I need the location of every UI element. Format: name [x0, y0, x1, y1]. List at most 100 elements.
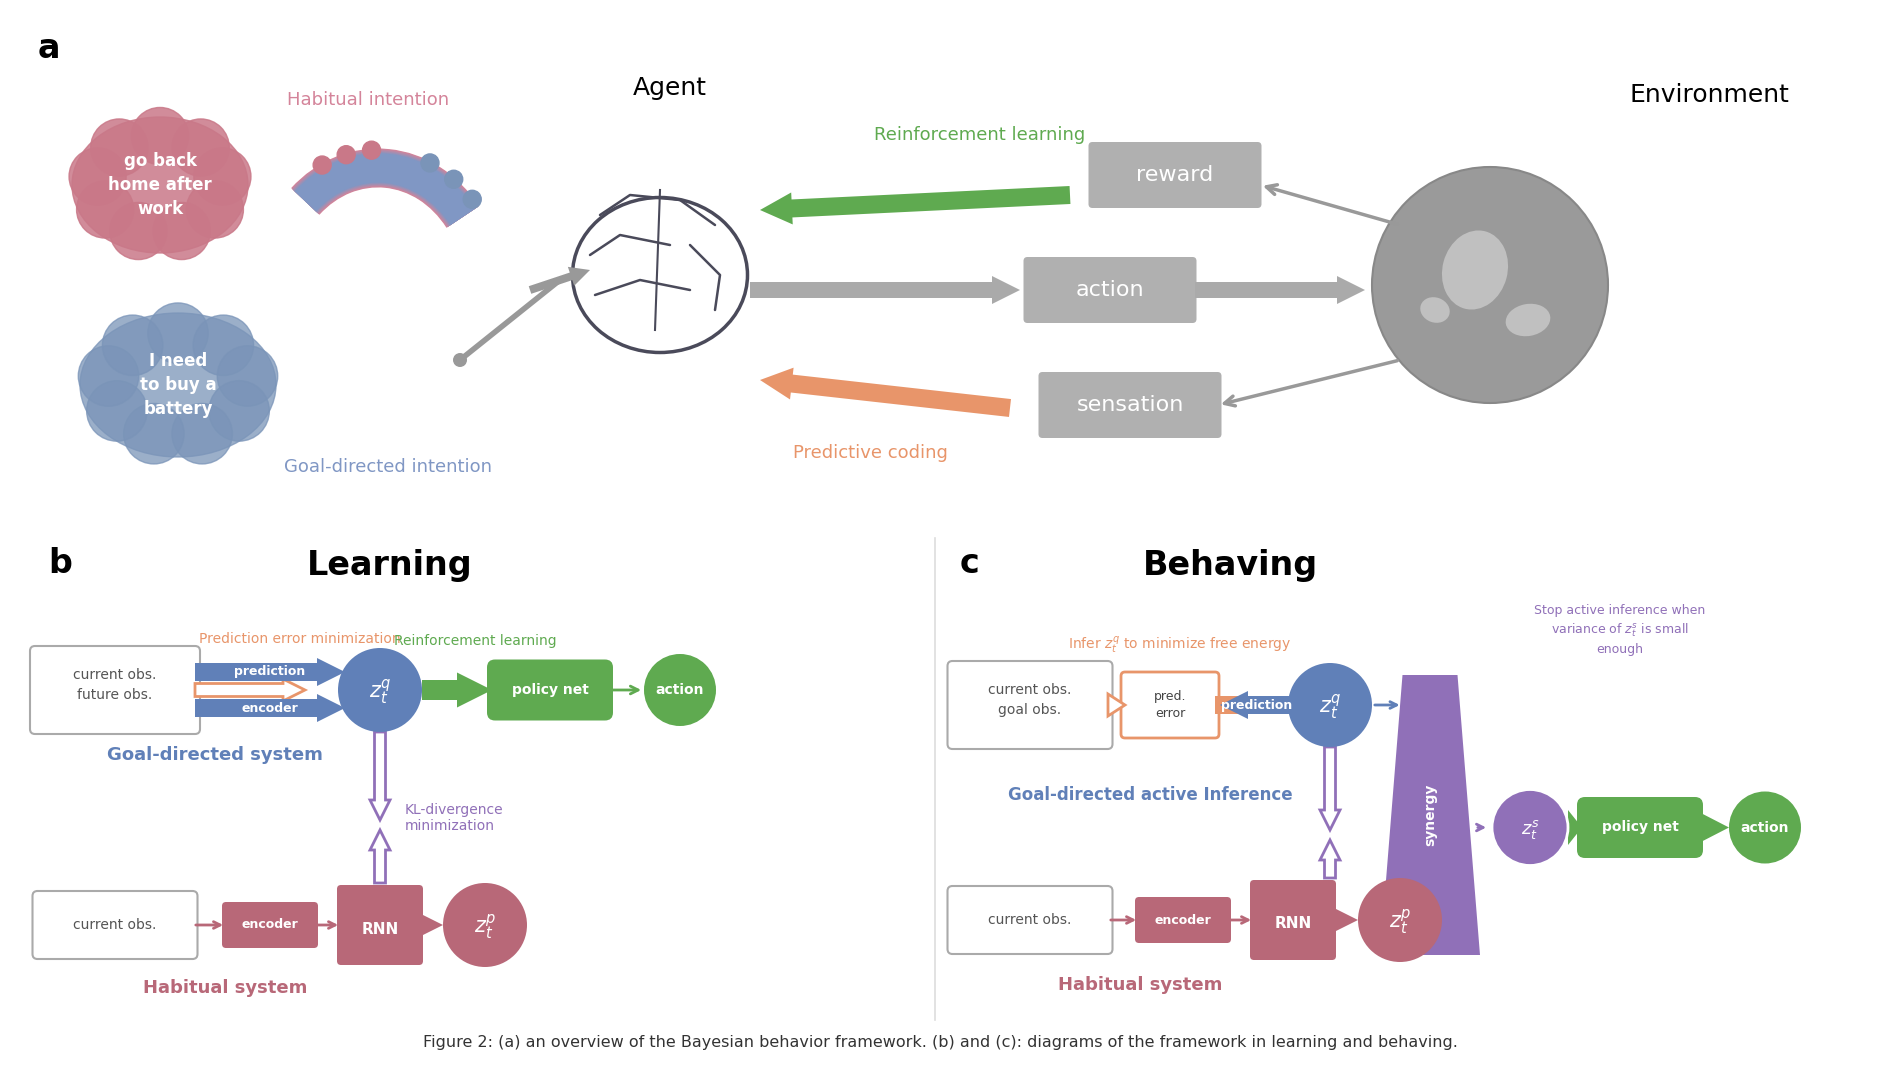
Text: reward: reward	[1136, 165, 1214, 185]
Text: current obs.: current obs.	[73, 918, 156, 932]
FancyBboxPatch shape	[32, 891, 197, 959]
Polygon shape	[760, 368, 1011, 417]
Circle shape	[446, 170, 462, 188]
FancyBboxPatch shape	[1023, 257, 1196, 323]
Polygon shape	[528, 266, 590, 294]
Polygon shape	[421, 673, 493, 707]
Circle shape	[90, 119, 149, 177]
Text: Predictive coding: Predictive coding	[793, 444, 948, 462]
FancyBboxPatch shape	[1120, 672, 1218, 738]
Text: Prediction error minimization: Prediction error minimization	[199, 632, 400, 646]
Circle shape	[314, 156, 331, 174]
Circle shape	[79, 346, 139, 407]
Text: current obs.
future obs.: current obs. future obs.	[73, 669, 156, 702]
Circle shape	[70, 148, 126, 205]
Text: Infer $z_t^q$ to minimize free energy: Infer $z_t^q$ to minimize free energy	[1068, 636, 1292, 656]
Polygon shape	[1696, 810, 1730, 845]
Text: current obs.
goal obs.: current obs. goal obs.	[989, 684, 1072, 717]
Circle shape	[645, 654, 716, 727]
Text: current obs.: current obs.	[989, 913, 1072, 927]
Circle shape	[152, 202, 211, 260]
Text: Goal-directed system: Goal-directed system	[107, 746, 323, 764]
Polygon shape	[196, 694, 346, 722]
Polygon shape	[196, 679, 305, 701]
Text: Environment: Environment	[1630, 83, 1790, 107]
FancyBboxPatch shape	[948, 661, 1113, 749]
Text: $z_t^q$: $z_t^q$	[1318, 692, 1340, 722]
Polygon shape	[1320, 747, 1340, 830]
Polygon shape	[760, 186, 1070, 225]
Polygon shape	[1568, 810, 1581, 845]
Ellipse shape	[573, 198, 748, 352]
Text: action: action	[656, 683, 705, 697]
Ellipse shape	[1419, 297, 1449, 323]
Circle shape	[1372, 167, 1607, 403]
FancyBboxPatch shape	[222, 902, 318, 948]
Polygon shape	[1320, 840, 1340, 878]
Polygon shape	[419, 914, 444, 936]
Text: Reinforcement learning: Reinforcement learning	[874, 126, 1085, 144]
Text: Goal-directed intention: Goal-directed intention	[284, 458, 493, 476]
FancyBboxPatch shape	[948, 886, 1113, 954]
Text: RNN: RNN	[1275, 917, 1312, 932]
Text: $z_t^p$: $z_t^p$	[1389, 907, 1412, 936]
Circle shape	[1493, 790, 1568, 866]
Circle shape	[338, 648, 421, 732]
Polygon shape	[1333, 910, 1357, 931]
Circle shape	[86, 381, 147, 441]
Text: Stop active inference when
variance of $z_t^s$ is small
enough: Stop active inference when variance of $…	[1534, 603, 1705, 656]
Ellipse shape	[1506, 304, 1551, 336]
Circle shape	[109, 202, 167, 260]
Polygon shape	[196, 658, 346, 686]
Text: Reinforcement learning: Reinforcement learning	[393, 635, 556, 648]
Text: action: action	[1075, 280, 1145, 300]
FancyBboxPatch shape	[1250, 880, 1337, 960]
Ellipse shape	[1442, 230, 1508, 309]
Text: RNN: RNN	[361, 921, 399, 936]
Text: policy net: policy net	[1602, 821, 1679, 835]
Text: action: action	[1741, 821, 1790, 835]
Polygon shape	[1214, 689, 1325, 721]
Text: Behaving: Behaving	[1143, 549, 1318, 582]
Polygon shape	[370, 830, 389, 883]
Circle shape	[194, 315, 254, 376]
Ellipse shape	[71, 117, 248, 253]
Circle shape	[186, 181, 243, 238]
FancyBboxPatch shape	[487, 659, 613, 720]
Polygon shape	[1107, 694, 1124, 716]
Text: prediction: prediction	[235, 666, 306, 678]
Text: $z_t^s$: $z_t^s$	[1521, 817, 1540, 841]
Text: encoder: encoder	[243, 702, 299, 715]
Text: Habitual system: Habitual system	[1058, 976, 1222, 994]
Text: policy net: policy net	[511, 683, 588, 697]
Circle shape	[102, 315, 164, 376]
Circle shape	[124, 403, 184, 464]
Text: $z_t^q$: $z_t^q$	[368, 677, 391, 707]
Text: Agent: Agent	[634, 76, 707, 100]
Circle shape	[209, 381, 269, 441]
Text: Habitual system: Habitual system	[143, 979, 306, 997]
Polygon shape	[1220, 691, 1295, 719]
Circle shape	[149, 303, 209, 364]
FancyBboxPatch shape	[30, 646, 199, 734]
Text: Learning: Learning	[306, 549, 472, 582]
Circle shape	[421, 154, 440, 172]
Circle shape	[337, 146, 355, 164]
FancyBboxPatch shape	[1038, 372, 1222, 438]
Text: prediction: prediction	[1222, 699, 1293, 712]
Text: Goal-directed active Inference: Goal-directed active Inference	[1008, 786, 1292, 804]
Text: pred.
error: pred. error	[1154, 690, 1186, 720]
FancyBboxPatch shape	[1136, 897, 1231, 943]
Circle shape	[444, 883, 526, 967]
Circle shape	[218, 346, 278, 407]
Polygon shape	[370, 732, 389, 820]
Text: sensation: sensation	[1077, 395, 1184, 415]
Circle shape	[194, 148, 250, 205]
Text: $z_t^p$: $z_t^p$	[474, 913, 496, 942]
Circle shape	[77, 181, 133, 238]
Text: a: a	[38, 32, 60, 65]
Text: go back
home after
work: go back home after work	[109, 152, 212, 217]
Text: encoder: encoder	[243, 918, 299, 932]
Polygon shape	[1196, 276, 1365, 304]
FancyBboxPatch shape	[337, 885, 423, 965]
